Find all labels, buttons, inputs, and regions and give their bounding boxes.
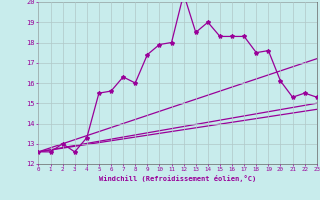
- X-axis label: Windchill (Refroidissement éolien,°C): Windchill (Refroidissement éolien,°C): [99, 175, 256, 182]
